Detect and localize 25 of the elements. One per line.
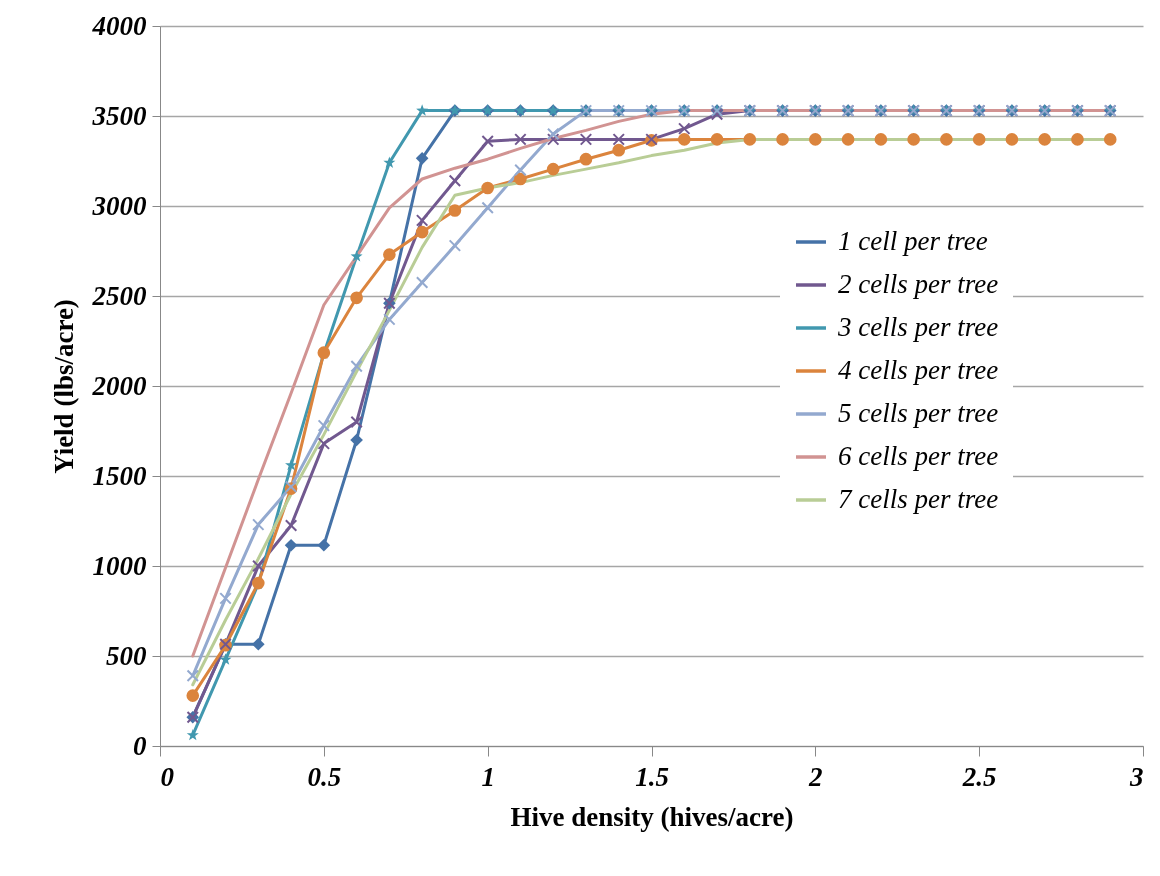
y-tick-label: 3500 [91,100,147,131]
legend-label: 4 cells per tree [838,355,999,385]
y-tick-label: 2000 [91,370,147,401]
y-tick-label: 0 [133,730,147,761]
y-tick-label: 4000 [91,10,147,41]
y-axis-title: Yield (lbs/acre) [48,299,79,474]
y-tick-label: 1500 [92,460,147,491]
y-tick-label: 3000 [91,190,147,221]
legend-label: 1 cell per tree [838,226,988,256]
x-tick-label: 3 [1129,761,1144,792]
x-tick-label: 0.5 [307,761,342,792]
x-tick-label: 1.5 [635,761,669,792]
legend-label: 6 cells per tree [838,441,999,471]
x-axis-title: Hive density (hives/acre) [510,801,794,832]
x-tick-label: 0 [160,761,175,792]
y-tick-label: 1000 [92,550,147,581]
x-tick-label: 2 [808,761,823,792]
x-tick-label: 2.5 [961,761,997,792]
legend-label: 2 cells per tree [838,269,999,299]
x-tick-label: 1 [481,761,495,792]
legend-label: 7 cells per tree [838,484,999,514]
y-tick-label: 500 [106,640,147,671]
legend-label: 3 cells per tree [837,312,999,342]
y-tick-label: 2500 [91,280,147,311]
legend-label: 5 cells per tree [838,398,999,428]
